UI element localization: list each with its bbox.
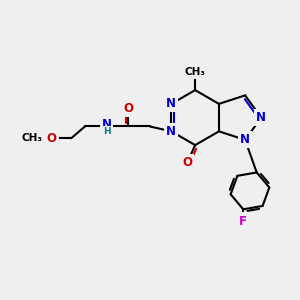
Text: F: F [239,214,247,228]
Text: O: O [46,132,57,145]
Text: N: N [166,125,176,138]
Text: N: N [102,118,112,131]
Text: N: N [256,111,266,124]
Text: N: N [240,133,250,146]
Text: O: O [123,102,133,115]
Text: N: N [166,98,176,110]
Text: CH₃: CH₃ [22,133,43,143]
Text: CH₃: CH₃ [184,68,206,77]
Text: H: H [103,127,110,136]
Text: O: O [182,156,192,169]
